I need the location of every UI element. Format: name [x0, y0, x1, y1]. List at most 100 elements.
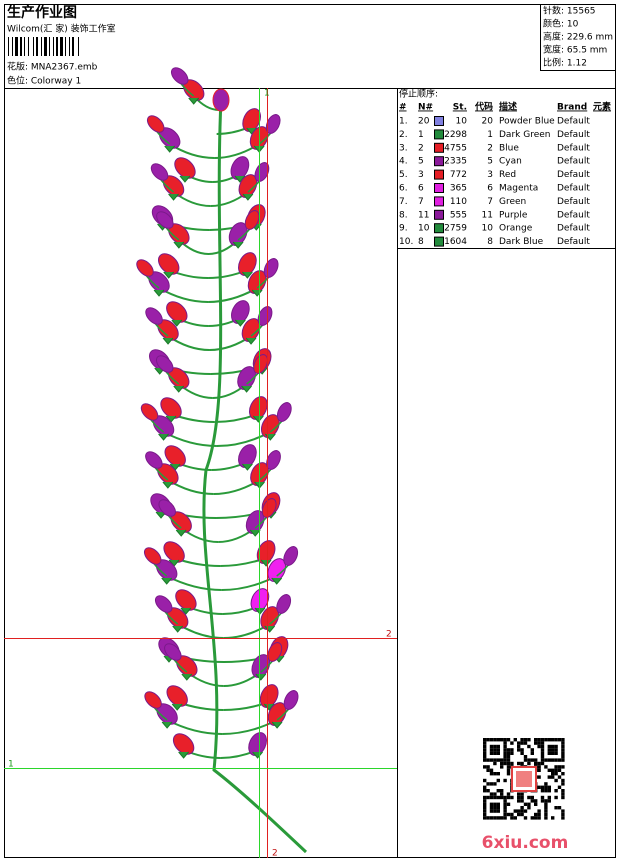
qr-module — [486, 738, 490, 742]
guide-label: 1 — [264, 89, 270, 99]
qr-module — [554, 748, 558, 752]
flower — [266, 450, 281, 470]
qr-module — [540, 751, 545, 755]
qr-module — [503, 812, 507, 817]
qr-module — [517, 761, 521, 766]
flower — [230, 156, 250, 180]
code: 1 — [487, 130, 493, 140]
brand: Default — [557, 170, 590, 180]
calyx — [241, 385, 252, 393]
qr-module — [547, 744, 551, 749]
flower — [283, 690, 299, 710]
qr-module — [506, 748, 511, 752]
qr-module — [506, 761, 511, 766]
guide-label: 1 — [8, 760, 14, 770]
brand: Default — [557, 157, 590, 167]
qr-module — [561, 765, 565, 769]
calyx — [260, 559, 272, 567]
qr-module — [540, 789, 545, 793]
barcode-bar — [44, 37, 47, 56]
qr-module — [530, 758, 534, 762]
qr-module — [561, 755, 565, 759]
qr-module — [503, 748, 507, 752]
calyx — [168, 193, 179, 201]
stat: 高度: 229.6 mm — [543, 31, 613, 43]
qr-module — [554, 744, 558, 749]
qr-module — [534, 816, 538, 820]
qr-module — [493, 782, 497, 786]
qr-module — [493, 758, 497, 762]
calyx — [179, 175, 191, 183]
flower — [136, 259, 154, 277]
qr-module — [561, 792, 565, 796]
needle: 1 — [418, 130, 424, 140]
watermark: 6xiu.com — [482, 833, 569, 853]
calyx — [178, 751, 189, 759]
stem — [202, 99, 308, 854]
qr-module — [510, 751, 514, 755]
flower — [166, 301, 188, 323]
qr-module — [554, 778, 558, 783]
qr-module — [486, 789, 490, 793]
row-number: 9. — [399, 224, 408, 234]
qr-module — [534, 761, 538, 766]
qr-module — [493, 806, 497, 810]
color-name: Purple — [499, 210, 528, 220]
flower — [166, 685, 188, 707]
barcode-bar — [20, 37, 22, 56]
calyx — [161, 577, 173, 585]
qr-module — [483, 806, 487, 810]
qr-module — [483, 755, 487, 759]
flower — [158, 253, 180, 275]
qr-module — [551, 775, 555, 779]
row-number: 1. — [399, 117, 408, 127]
qr-module — [540, 744, 545, 749]
flower — [248, 732, 267, 756]
flower — [267, 642, 283, 662]
flower — [155, 355, 174, 373]
qr-module — [493, 792, 497, 796]
guide-label: 2 — [272, 849, 278, 859]
qr-module — [489, 802, 494, 806]
qr-module — [483, 744, 487, 749]
qr-module — [561, 812, 565, 817]
qr-module — [483, 758, 487, 762]
qr-module — [557, 765, 562, 769]
qr-module — [517, 809, 521, 813]
calyx — [173, 385, 185, 393]
qr-module — [547, 795, 551, 800]
qr-module — [483, 738, 487, 742]
qr-module — [551, 751, 555, 755]
qr-module — [510, 812, 514, 817]
qr-module — [561, 778, 565, 783]
barcode-bar — [78, 37, 79, 56]
flower — [238, 252, 257, 276]
qr-module — [537, 809, 541, 813]
qr-module — [517, 792, 521, 796]
qr-module — [530, 799, 534, 803]
calyx — [164, 145, 176, 153]
qr-module — [557, 785, 562, 789]
brand: Default — [557, 184, 590, 194]
qr-module — [496, 802, 500, 806]
qr-module — [551, 748, 555, 752]
flower — [212, 88, 230, 112]
qr-module — [496, 789, 500, 793]
qr-module — [510, 741, 514, 745]
barcode-bar — [60, 37, 63, 56]
color-name: Blue — [499, 143, 519, 153]
flower — [259, 684, 279, 708]
swatch — [434, 116, 444, 126]
qr-module — [489, 795, 494, 800]
qr-module — [527, 758, 531, 762]
qr-logo — [516, 771, 532, 787]
calyx — [173, 241, 185, 249]
swatch — [434, 183, 444, 193]
qr-module — [489, 744, 494, 749]
needle: 20 — [418, 117, 430, 127]
brand: Default — [557, 130, 590, 140]
flower — [156, 211, 174, 229]
needle: 7 — [418, 197, 424, 207]
stat: 宽度: 65.5 mm — [543, 44, 607, 56]
